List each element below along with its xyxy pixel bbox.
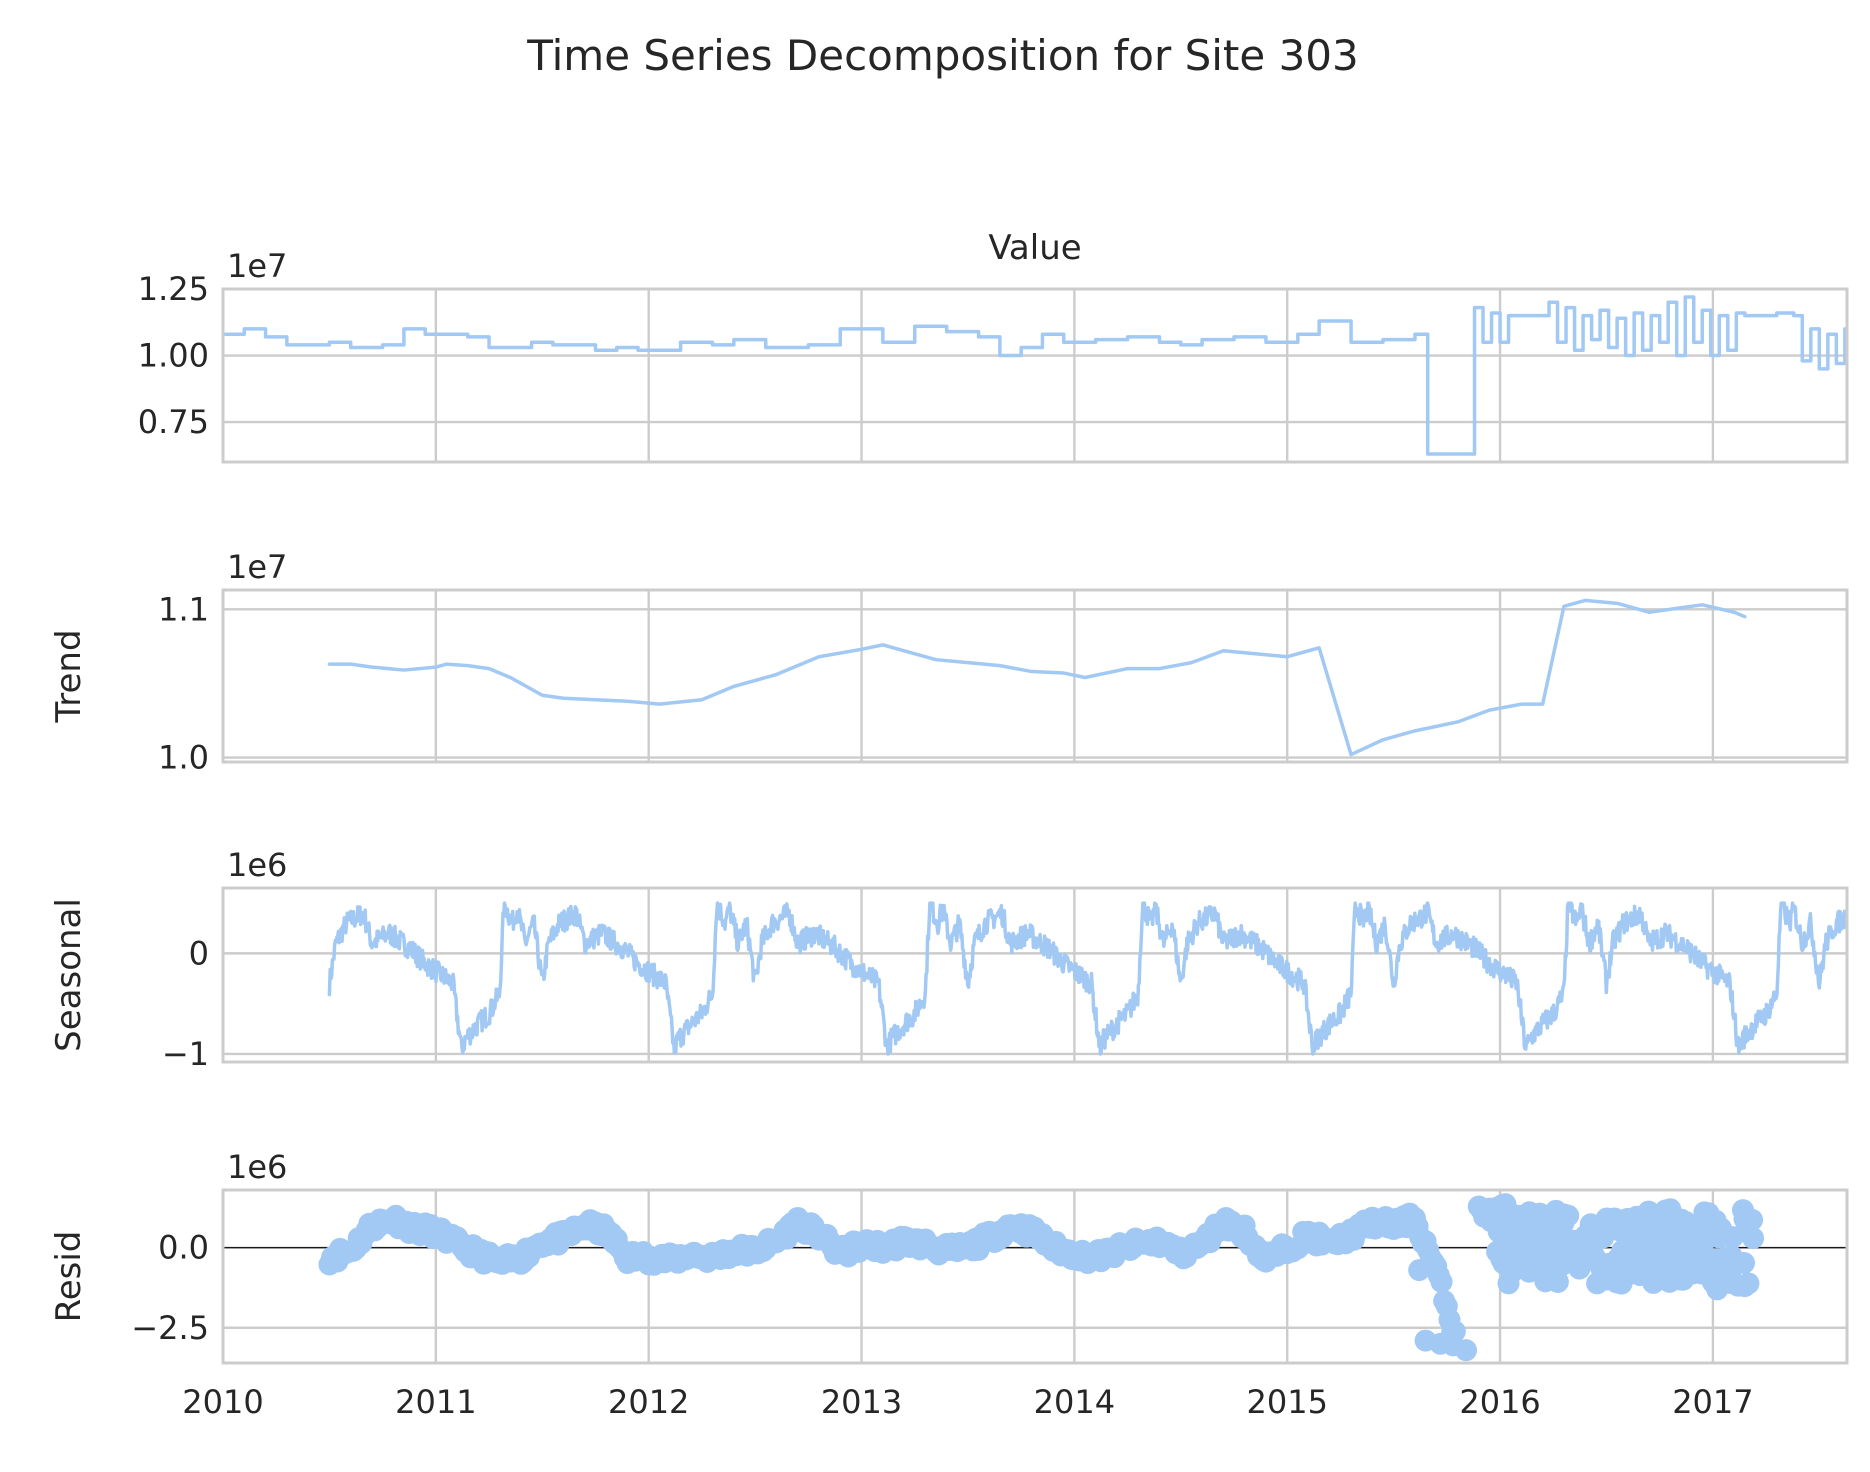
resid-point xyxy=(1582,1224,1605,1247)
trend-line xyxy=(327,598,1747,757)
resid-point xyxy=(1733,1251,1756,1274)
y-axis-label: Seasonal xyxy=(49,898,89,1052)
resid-point xyxy=(1494,1242,1517,1265)
panel-observed: 0.75 1.00 1.25 1e7 Value xyxy=(138,228,1849,464)
panel-trend: 1.0 1.1 1e7 Trend xyxy=(49,548,1849,777)
resid-point xyxy=(1733,1275,1756,1298)
resid-point xyxy=(1605,1271,1628,1294)
axis-offset-label: 1e6 xyxy=(227,846,287,884)
resid-point xyxy=(1455,1339,1478,1362)
seasonal-line xyxy=(327,901,1847,1056)
y-tick-label: 1.00 xyxy=(138,337,209,375)
y-tick-label: 0.75 xyxy=(138,403,209,441)
resid-point xyxy=(1642,1271,1665,1294)
x-tick-label: 2015 xyxy=(1247,1383,1328,1421)
resid-point xyxy=(1557,1204,1580,1227)
x-tick-label: 2011 xyxy=(395,1383,476,1421)
x-tick-label: 2013 xyxy=(821,1383,902,1421)
resid-point xyxy=(1686,1249,1709,1272)
resid-point xyxy=(1430,1270,1453,1293)
panel-title: Value xyxy=(988,228,1081,268)
series-seasonal xyxy=(327,901,1847,1056)
panels: 0.75 1.00 1.25 1e7 Value 1.0 1.1 1e7 Trend −1 0 1e6… xyxy=(49,228,1849,1421)
resid-point xyxy=(1518,1260,1541,1283)
resid-point xyxy=(1693,1201,1716,1224)
resid-point xyxy=(1489,1209,1512,1232)
axes-frame xyxy=(221,588,1849,764)
resid-point xyxy=(1672,1268,1695,1291)
resid-point xyxy=(1497,1272,1520,1295)
resid-point xyxy=(1616,1207,1639,1230)
resid-point xyxy=(1408,1259,1431,1282)
axes-frame xyxy=(221,886,1849,1064)
axis-offset-label: 1e7 xyxy=(227,247,287,285)
x-tick-label: 2017 xyxy=(1672,1383,1753,1421)
x-tick-label: 2016 xyxy=(1459,1383,1540,1421)
axes-frame xyxy=(221,287,1849,464)
resid-point xyxy=(1659,1198,1682,1221)
figure-title: Time Series Decomposition for Site 303 xyxy=(526,31,1359,80)
resid-point xyxy=(1654,1248,1677,1271)
axis-offset-label: 1e6 xyxy=(227,1148,287,1186)
resid-point xyxy=(1528,1202,1551,1225)
resid-point xyxy=(1741,1208,1764,1231)
series-trend xyxy=(327,598,1747,757)
resid-point xyxy=(1533,1231,1556,1254)
axis-offset-label: 1e7 xyxy=(227,548,287,586)
resid-point xyxy=(1683,1230,1706,1253)
resid-point xyxy=(1548,1252,1571,1275)
panel-seasonal: −1 0 1e6 Seasonal xyxy=(49,846,1849,1073)
y-tick-label: 0.0 xyxy=(158,1229,209,1267)
panel-resid: −2.5 0.0 1e6 Resid 2010 2011 2012 2013 2014 2015 2… xyxy=(49,1148,1849,1421)
y-tick-label: −2.5 xyxy=(131,1309,209,1347)
y-tick-label: 1.1 xyxy=(158,590,209,628)
resid-point xyxy=(1508,1204,1531,1227)
y-axis-label: Trend xyxy=(49,629,89,723)
resid-point xyxy=(1563,1229,1586,1252)
series-observed xyxy=(223,295,1847,456)
observed-line xyxy=(223,295,1847,456)
x-tick-label: 2014 xyxy=(1034,1383,1115,1421)
y-tick-label: 0 xyxy=(189,934,209,972)
x-tick-label: 2010 xyxy=(182,1383,263,1421)
y-tick-label: −1 xyxy=(162,1035,209,1073)
y-tick-label: 1.25 xyxy=(138,270,209,308)
y-axis-label: Resid xyxy=(49,1231,89,1323)
x-tick-label: 2012 xyxy=(608,1383,689,1421)
series-resid xyxy=(318,1193,1765,1362)
y-tick-label: 1.0 xyxy=(158,739,209,777)
axes-frame xyxy=(221,1188,1849,1365)
